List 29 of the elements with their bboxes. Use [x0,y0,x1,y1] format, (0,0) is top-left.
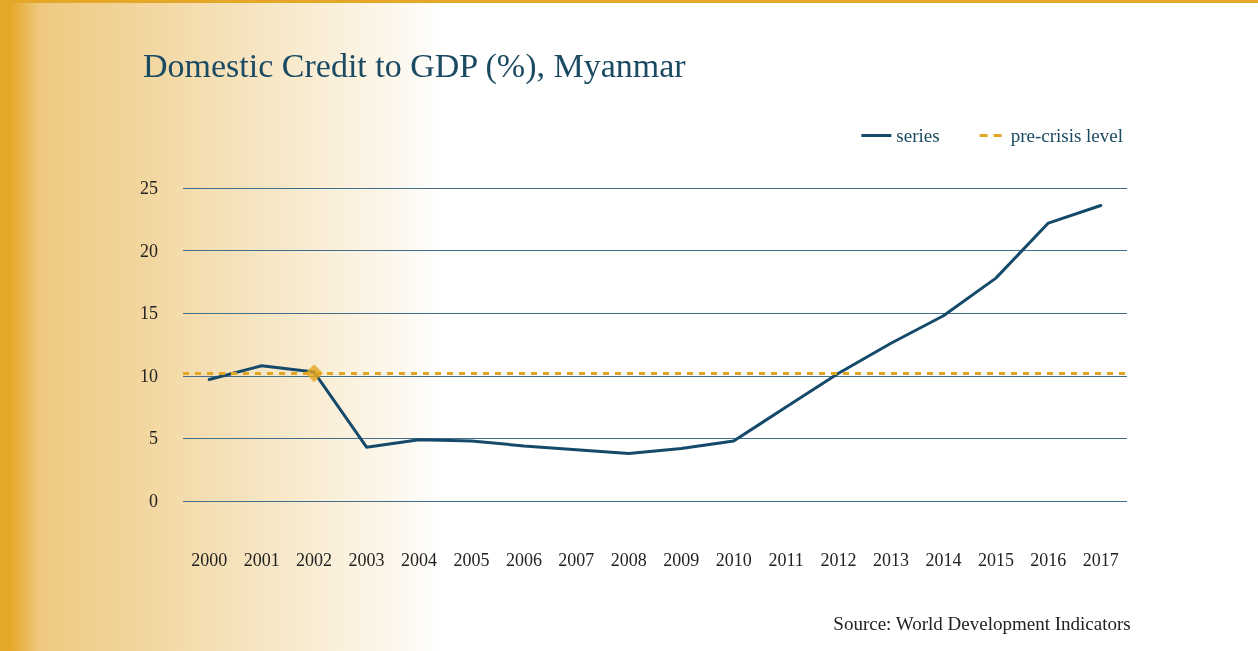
x-tick-label: 2013 [873,550,909,570]
y-tick-label: 0 [149,491,158,511]
x-tick-label: 2010 [715,550,752,570]
x-tick-label: 2009 [663,550,700,570]
legend-label: pre-crisis level [1010,125,1124,146]
legend-label: series [896,125,940,146]
x-tick-label: 2007 [558,550,595,570]
x-tick-label: 2014 [925,550,962,570]
x-tick-label: 2016 [1030,550,1067,570]
x-tick-label: 2003 [348,550,385,570]
x-tick-label: 2000 [191,550,228,570]
y-tick-label: 20 [140,240,158,261]
x-tick-label: 2005 [453,550,490,570]
x-tick-label: 2017 [1082,550,1119,570]
x-tick-label: 2006 [505,550,542,570]
y-tick-label: 25 [140,178,158,198]
source-note: Source: World Development Indicators [833,613,1131,634]
y-tick-label: 10 [140,365,158,386]
x-tick-label: 2002 [296,550,333,570]
line-series [207,204,1103,455]
x-tick-label: 2011 [768,550,804,570]
y-tick-label: 5 [149,428,158,449]
x-tick-label: 2004 [401,550,437,570]
x-tick-label: 2001 [243,550,280,570]
x-tick-label: 2015 [977,550,1014,570]
x-tick-label: 2012 [820,550,857,570]
x-tick-label: 2008 [610,550,647,570]
y-tick-label: 15 [140,303,158,324]
chart-title: Domestic Credit to GDP (%), Myanmar [143,46,687,85]
